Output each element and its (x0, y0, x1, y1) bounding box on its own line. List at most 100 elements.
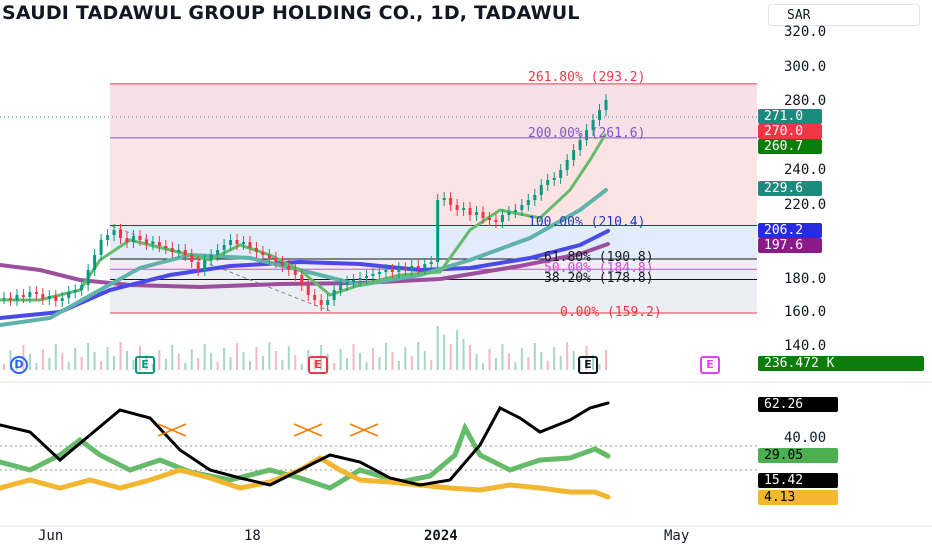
fib-label-261: 261.80% (293.2) (528, 70, 646, 85)
earnings-event-icon[interactable]: E (135, 356, 155, 374)
candle-body (54, 296, 58, 301)
volume-bar (35, 363, 38, 370)
volume-bar (229, 357, 232, 370)
candle-body (34, 292, 38, 294)
volume-bar (216, 362, 219, 370)
earnings-event-icon[interactable]: E (700, 356, 720, 374)
ma-long-line (0, 242, 610, 290)
volume-bar (520, 348, 523, 370)
candle-body (261, 252, 265, 255)
candle-body (164, 246, 168, 248)
adx-line (0, 401, 610, 487)
volume-bar (274, 351, 277, 370)
candle-body (339, 285, 343, 290)
candle-body (293, 270, 297, 275)
volume-bar (423, 351, 426, 370)
price-tag-ma-slow: 206.2 (758, 223, 822, 238)
candle-body (533, 195, 537, 200)
volume-bar (605, 350, 607, 370)
candle-body (565, 160, 569, 170)
volume-tag: 236.472 K (758, 356, 924, 371)
volume-bar (333, 363, 336, 370)
volume-bar (145, 355, 148, 370)
fib-label-200: 200.00% (261.6) (528, 126, 646, 141)
volume-bar (469, 345, 472, 370)
candle-body (332, 290, 336, 300)
volume-bar (223, 348, 226, 370)
candle-body (539, 185, 543, 195)
candle-body (306, 285, 310, 295)
candle-body (47, 296, 51, 299)
signal-cross-icon (293, 423, 323, 437)
candle-body (274, 258, 278, 262)
candle-body (28, 292, 32, 297)
candle-body (371, 274, 375, 276)
volume-bar (125, 351, 128, 370)
volume-bar (592, 355, 595, 370)
candle-body (494, 220, 498, 222)
volume-bar (294, 355, 297, 370)
price-tag-current: 270.0 (758, 124, 822, 139)
volume-bar (527, 357, 530, 370)
candle-body (572, 150, 576, 160)
fib-label-61: 61.80% (190.8) (544, 250, 654, 265)
volume-bar (28, 354, 31, 370)
volume-bar (384, 343, 387, 370)
candle-body (591, 120, 595, 130)
volume-bar (106, 347, 109, 370)
volume-bar (184, 363, 187, 370)
volume-bar (236, 343, 239, 370)
candle-body (125, 238, 129, 242)
candle-body (229, 240, 233, 245)
candle-body (500, 215, 504, 222)
price-axis-label: 180.0 (784, 271, 827, 287)
earnings-event-icon[interactable]: E (308, 356, 328, 374)
price-tag-ma-long: 197.6 (758, 238, 822, 253)
candle-body (86, 270, 90, 285)
candle-body (352, 280, 356, 282)
volume-bar (242, 352, 245, 370)
volume-bar (391, 352, 394, 370)
candle-body (248, 242, 252, 248)
candle-body (235, 240, 239, 244)
dividend-event-icon[interactable]: D (10, 356, 28, 374)
candle-body (578, 140, 582, 150)
candle-body (397, 268, 401, 272)
fib-label-50: 50.00% (184.8) (544, 261, 654, 276)
volume-bar (566, 342, 569, 370)
volume-bar (87, 343, 90, 370)
candle-body (119, 230, 123, 238)
signal-cross-icon (349, 423, 379, 437)
earnings-event-icon[interactable]: E (578, 356, 598, 374)
ma-slow-line (0, 229, 610, 320)
volume-bar (494, 358, 497, 370)
candle-body (416, 266, 420, 268)
candle-body (242, 242, 246, 244)
candle-body (403, 268, 407, 270)
candle-body (604, 100, 608, 110)
candle-body (21, 295, 25, 297)
price-tag-ma-fast: 260.7 (758, 139, 822, 154)
candle-body (449, 198, 453, 205)
candle-body (203, 260, 207, 270)
volume-bar (93, 352, 96, 370)
volume-bar (164, 359, 167, 370)
candle-body (190, 255, 194, 262)
time-axis-label-year: 2024 (424, 528, 458, 544)
volume-bar (41, 349, 44, 370)
volume-bar (151, 364, 154, 370)
candle-body (151, 242, 155, 244)
volume-bar (190, 349, 193, 370)
candle-body (481, 212, 485, 218)
candle-body (287, 266, 291, 270)
volume-bar (171, 345, 174, 370)
adx-tag: 62.26 (758, 397, 838, 412)
fib-label-38: 38.20% (178.8) (544, 271, 654, 286)
candle-body (131, 236, 135, 242)
candle-body (364, 276, 368, 278)
candle-body (319, 300, 323, 305)
price-axis-label: 140.0 (784, 338, 827, 354)
candle-body (93, 255, 97, 270)
currency-selector[interactable]: SAR (768, 4, 920, 26)
